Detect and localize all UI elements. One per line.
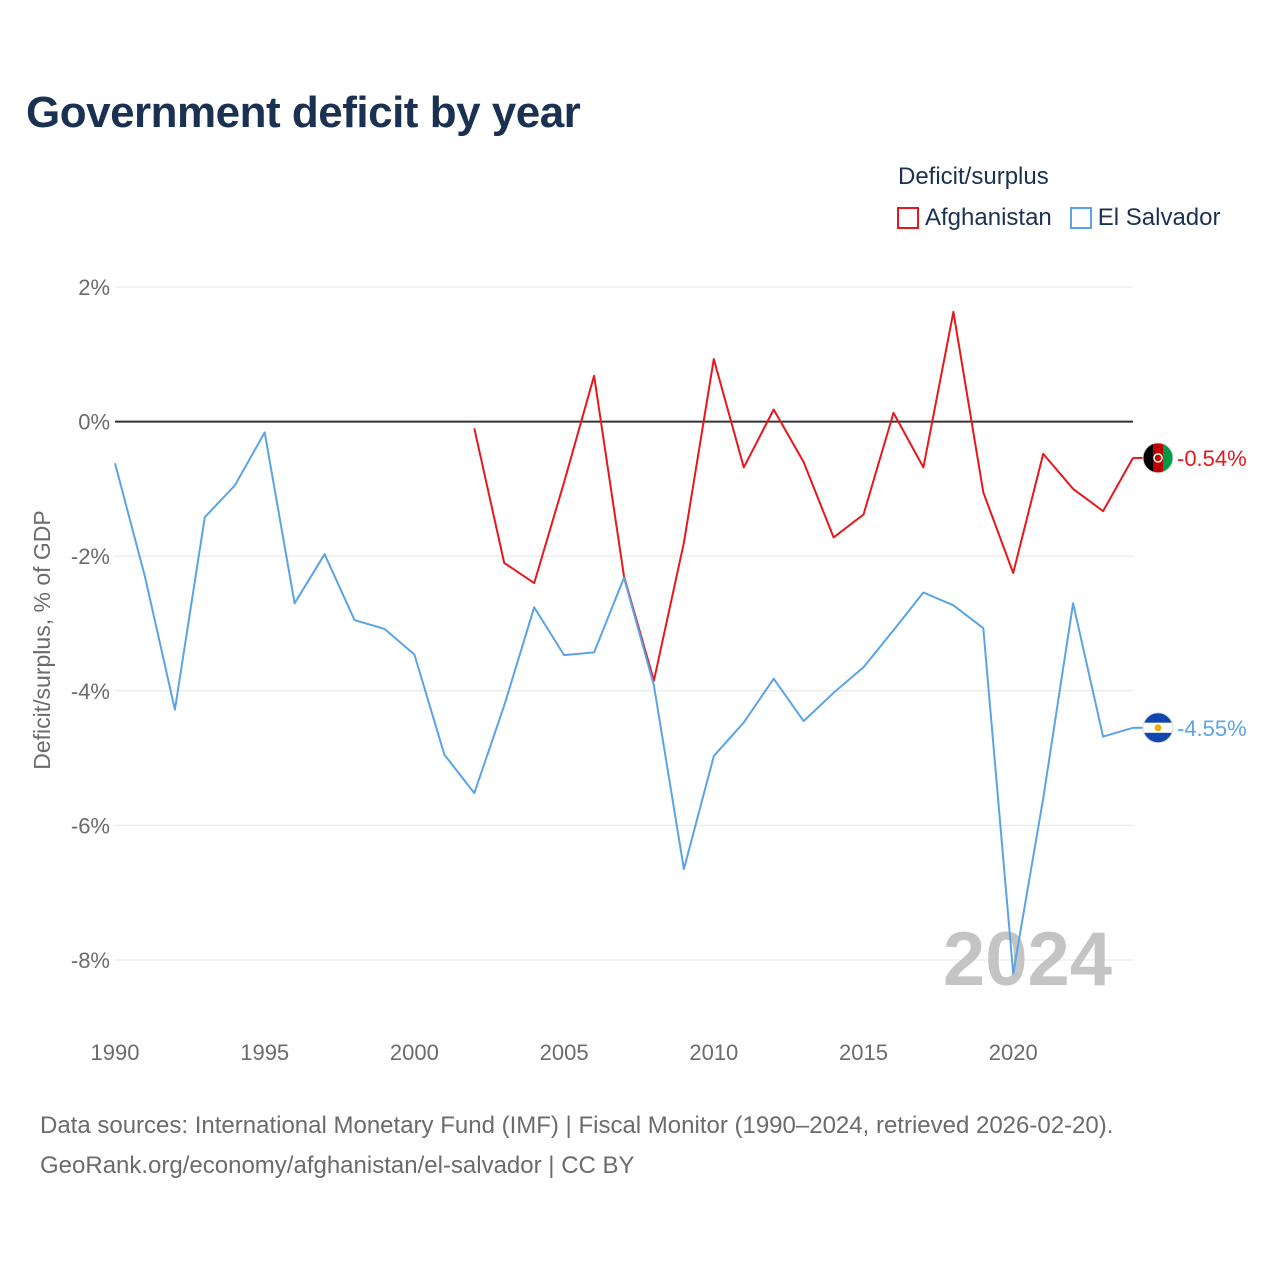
series-line-el-salvador (114, 431, 1134, 975)
series-line-afghanistan (473, 310, 1134, 682)
el-salvador-flag-icon (1142, 712, 1174, 744)
y-tick-label: -8% (71, 948, 110, 973)
series-lines (114, 310, 1134, 975)
legend-title: Deficit/surplus (898, 163, 1049, 190)
flag-stripe (1143, 732, 1173, 743)
page-title: Government deficit by year (26, 88, 581, 137)
flag-body (1143, 442, 1173, 473)
y-axis-ticks: 2% 0% -2% -4% -6% -8% (71, 275, 110, 973)
legend-item-el-salvador[interactable]: El Salvador (1069, 204, 1221, 232)
legend: Afghanistan El Salvador (897, 204, 1221, 232)
series-end-labels: -0.54% -4.55% (1133, 442, 1247, 744)
y-tick-label: -2% (71, 544, 110, 569)
flag-emblem (1153, 453, 1163, 463)
x-tick-label: 2000 (390, 1040, 439, 1065)
data-sources-text: Data sources: International Monetary Fun… (40, 1112, 1114, 1139)
y-tick-label: -6% (71, 813, 110, 838)
flag-stripe (1153, 442, 1163, 473)
flag-stripe (1143, 712, 1173, 723)
x-tick-label: 2005 (540, 1040, 589, 1065)
flag-outline (1142, 442, 1174, 474)
legend-swatch-afghanistan (897, 207, 919, 229)
x-tick-label: 2010 (689, 1040, 738, 1065)
x-tick-label: 2020 (989, 1040, 1038, 1065)
end-value-label: -0.54% (1177, 446, 1247, 471)
x-tick-label: 2015 (839, 1040, 888, 1065)
x-tick-label: 1990 (91, 1040, 140, 1065)
x-axis-ticks: 1990 1995 2000 2005 2010 2015 2020 (91, 1040, 1038, 1065)
flag-stripe (1143, 442, 1153, 473)
grid-lines (115, 286, 1133, 961)
end-value-label: -4.55% (1177, 716, 1247, 741)
footer: Data sources: International Monetary Fun… (40, 1106, 1113, 1186)
flag-stripe (1163, 442, 1173, 473)
attribution-text: GeoRank.org/economy/afghanistan/el-salva… (40, 1152, 635, 1179)
legend-label-afghanistan: Afghanistan (925, 204, 1052, 231)
y-tick-label: -4% (71, 679, 110, 704)
y-axis-label: Deficit/surplus, % of GDP (29, 510, 55, 769)
flag-emblem (1154, 724, 1162, 732)
legend-item-afghanistan[interactable]: Afghanistan (897, 204, 1052, 232)
afghanistan-flag-icon (1142, 442, 1174, 474)
flag-outline (1142, 712, 1174, 744)
legend-label-el-salvador: El Salvador (1097, 204, 1221, 231)
y-tick-label: 2% (78, 275, 110, 300)
line-chart: 2% 0% -2% -4% -6% -8% 1990 1995 2000 2005 2010 201… (29, 275, 1247, 1065)
legend-swatch-el-salvador (1069, 207, 1092, 229)
year-watermark: 2024 (943, 917, 1112, 1002)
x-tick-label: 1995 (240, 1040, 289, 1065)
flag-body (1143, 712, 1173, 743)
y-tick-label: 0% (78, 410, 110, 435)
